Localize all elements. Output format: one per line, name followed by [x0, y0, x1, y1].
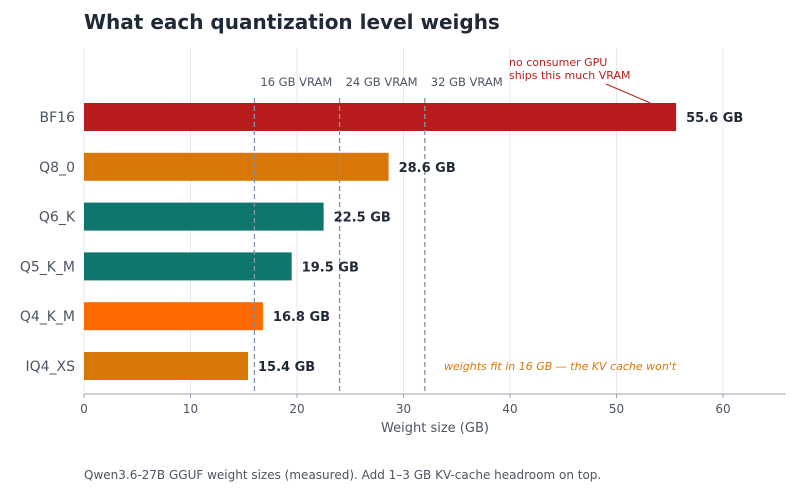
bar-iq4_xs [84, 352, 249, 380]
category-label: Q8_0 [39, 160, 75, 176]
value-label: 22.5 GB [334, 211, 391, 226]
x-tick-label: 20 [289, 402, 304, 416]
x-tick-label: 40 [502, 402, 517, 416]
value-label: 28.6 GB [399, 161, 456, 176]
value-label: 55.6 GB [686, 111, 743, 126]
x-axis-title: Weight size (GB) [381, 421, 489, 436]
vram-line-label: 32 GB VRAM [431, 75, 503, 89]
labels: BF16 55.6 GB Q8_0 28.6 GB Q6_K 22.5 GB Q5_K_M 1… [20, 110, 744, 375]
category-label: Q5_K_M [20, 259, 75, 275]
category-label: Q4_K_M [20, 309, 75, 325]
annotation-text: ships this much VRAM [509, 69, 630, 82]
x-tick-label: 10 [183, 402, 198, 416]
vram-line-label: 16 GB VRAM [260, 75, 332, 89]
x-tick-label: 60 [715, 402, 730, 416]
bar-bf16 [84, 103, 677, 131]
value-label: 19.5 GB [302, 260, 359, 275]
bar-q6_k [84, 202, 324, 231]
bar-q5_k_m [84, 252, 292, 281]
x-tick-label: 0 [80, 402, 88, 416]
x-tick-label: 50 [609, 402, 624, 416]
annotation-note: weights fit in 16 GB — the KV cache won'… [444, 360, 677, 373]
bars [84, 103, 677, 380]
value-label: 16.8 GB [273, 310, 330, 325]
value-label: 15.4 GB [258, 360, 315, 375]
chart-caption: Qwen3.6-27B GGUF weight sizes (measured)… [84, 468, 602, 482]
reference-lines: 16 GB VRAM 24 GB VRAM 32 GB VRAM [253, 75, 503, 394]
category-label: BF16 [40, 110, 76, 126]
vram-line-label: 24 GB VRAM [346, 75, 418, 89]
annotation-text: no consumer GPU [509, 56, 607, 69]
axes: 0 10 20 30 40 50 60 Weight size (GB) [80, 393, 786, 436]
bar-q4_k_m [84, 302, 263, 331]
category-label: Q6_K [39, 210, 76, 226]
category-label: IQ4_XS [25, 359, 75, 375]
x-tick-label: 30 [396, 402, 411, 416]
chart-title: What each quantization level weighs [84, 10, 500, 34]
annotation-arrow [605, 83, 651, 104]
bar-q8_0 [84, 152, 389, 181]
